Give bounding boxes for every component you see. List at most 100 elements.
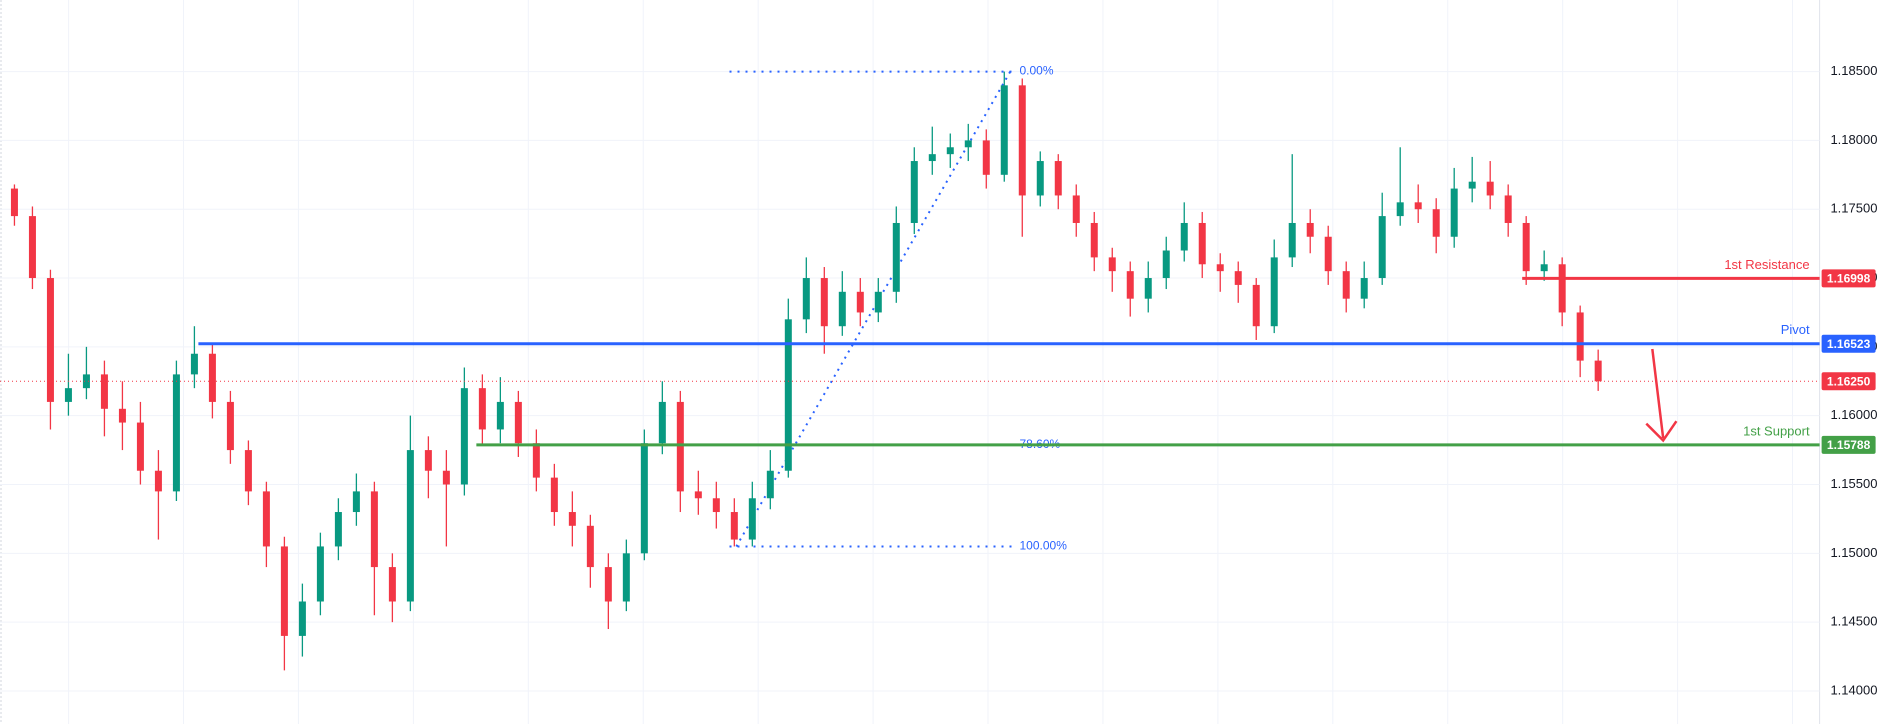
candle-body: [1558, 264, 1566, 313]
candle-body: [64, 388, 72, 402]
y-tick-label: 1.16000: [1830, 407, 1877, 422]
candle-body: [46, 278, 54, 402]
candle-body: [82, 374, 90, 389]
price-tag-label: 1.16998: [1827, 271, 1871, 285]
candle-body: [748, 498, 756, 540]
candle-body: [478, 388, 486, 430]
y-tick-label: 1.18000: [1830, 132, 1877, 147]
candle-body: [568, 512, 576, 526]
candle-body: [964, 140, 972, 148]
candle-body: [694, 491, 702, 499]
level-name: 1st Resistance: [1724, 257, 1809, 272]
candle-body: [496, 401, 504, 430]
candle-body: [820, 278, 828, 327]
candle-body: [352, 491, 360, 513]
candle-body: [1072, 195, 1080, 223]
price-tag-label: 1.15788: [1827, 438, 1871, 452]
candle-body: [586, 525, 594, 568]
candle-body: [1486, 181, 1494, 196]
candle-body: [1360, 278, 1368, 299]
candle-body: [316, 546, 324, 602]
candle-body: [1144, 278, 1152, 299]
candle-body: [1108, 257, 1116, 272]
candle-body: [1378, 216, 1386, 279]
candle-body: [118, 408, 126, 423]
last-price-label: 1.16250: [1827, 374, 1871, 388]
candle-body: [1342, 271, 1350, 299]
price-tag-label: 1.16523: [1827, 337, 1871, 351]
candle-body: [298, 601, 306, 636]
fib-level-label: 100.00%: [1019, 539, 1067, 553]
candle-body: [604, 567, 612, 602]
fib-level-label: 0.00%: [1019, 64, 1053, 78]
candle-body: [370, 491, 378, 568]
down-arrow: [1645, 348, 1678, 443]
candle-body: [280, 546, 288, 636]
candle-body: [406, 450, 414, 602]
candle-body: [1180, 222, 1188, 251]
candle-body: [208, 353, 216, 402]
candle-body: [10, 188, 18, 217]
candle-body: [1054, 161, 1062, 196]
candle-body: [1432, 209, 1440, 237]
candle-body: [460, 388, 468, 485]
y-tick-label: 1.18500: [1830, 63, 1877, 78]
candle-body: [910, 161, 918, 223]
candle-body: [388, 567, 396, 602]
price-tag: [1821, 435, 1876, 454]
candle-body: [874, 291, 882, 313]
last-price-tag: [1821, 372, 1876, 391]
candle-body: [1198, 222, 1206, 265]
candle-body: [1414, 202, 1422, 210]
y-tick-label: 1.15500: [1830, 476, 1877, 491]
candle-body: [190, 353, 198, 375]
candle-body: [154, 470, 162, 492]
candle-body: [334, 512, 342, 547]
candle-body: [1018, 85, 1026, 196]
candle-body: [136, 422, 144, 471]
candle-body: [244, 450, 252, 492]
candle-body: [982, 140, 990, 175]
candle-body: [28, 216, 36, 279]
candle-body: [1270, 257, 1278, 327]
candle-body: [640, 443, 648, 554]
candle-body: [424, 450, 432, 471]
candle-body: [658, 401, 666, 444]
candle-body: [1162, 250, 1170, 279]
candle-body: [1036, 161, 1044, 196]
candle-body: [172, 374, 180, 492]
candle-body: [712, 498, 720, 513]
candle-body: [784, 319, 792, 471]
candle-body: [1450, 188, 1458, 237]
price-tag: [1821, 269, 1876, 288]
candle-body: [100, 374, 108, 409]
candle-body: [1594, 360, 1602, 382]
candle-body: [1576, 312, 1584, 361]
candle-body: [1306, 222, 1314, 237]
candle-body: [856, 291, 864, 313]
candle-body: [1000, 85, 1008, 175]
candle-body: [514, 401, 522, 444]
candle-body: [550, 477, 558, 513]
candle-body: [766, 470, 774, 499]
candle-body: [1126, 271, 1134, 299]
y-tick-label: 1.15000: [1830, 545, 1877, 560]
candle-body: [622, 553, 630, 602]
candle-body: [442, 470, 450, 485]
candle-body: [1234, 271, 1242, 285]
y-tick-label: 1.17500: [1830, 201, 1877, 216]
candle-body: [676, 401, 684, 492]
candle-body: [802, 278, 810, 320]
candle-body: [730, 512, 738, 540]
candle-body: [226, 401, 234, 451]
candle-body: [532, 443, 540, 478]
candle-body: [1468, 181, 1476, 189]
candle-body: [946, 147, 954, 155]
candle-body: [838, 291, 846, 327]
candle-body: [1252, 284, 1260, 327]
candle-body: [892, 222, 900, 292]
y-tick-label: 1.14000: [1830, 682, 1877, 697]
candle-body: [1090, 222, 1098, 258]
